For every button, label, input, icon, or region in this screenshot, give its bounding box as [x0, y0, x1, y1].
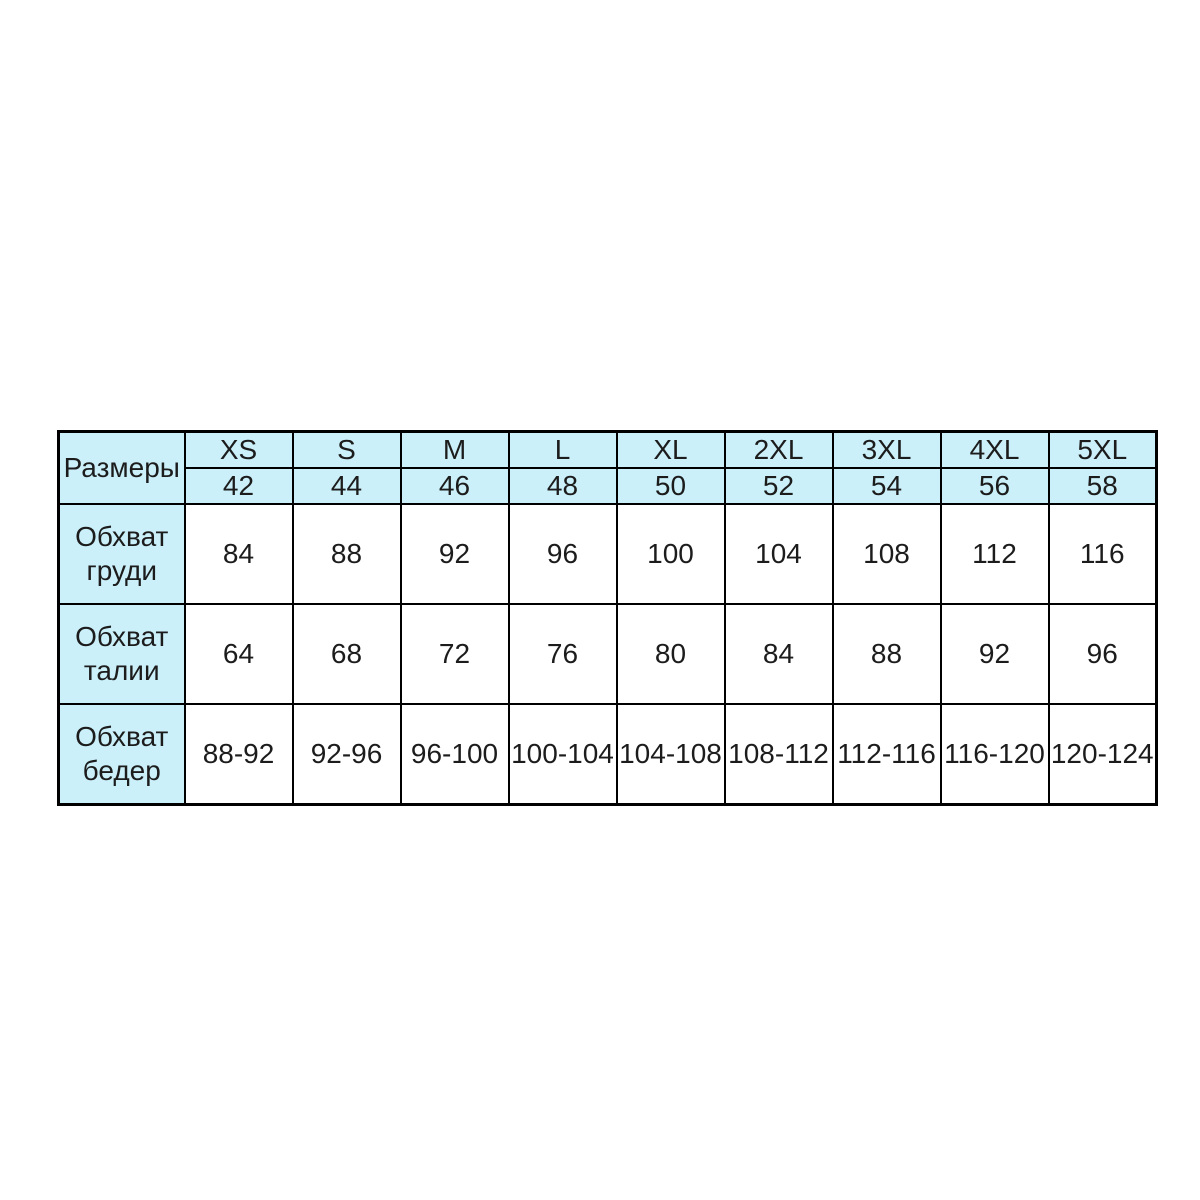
header-row-numbers: 42 44 46 48 50 52 54 56 58 — [59, 467, 1158, 506]
size-number-44: 44 — [291, 467, 402, 506]
waist-value: 68 — [291, 603, 402, 706]
waist-value: 72 — [399, 603, 510, 706]
table-row-chest: Обхват груди 84 88 92 96 100 104 108 112… — [57, 503, 1158, 606]
waist-value: 88 — [831, 603, 942, 706]
chest-value: 88 — [291, 503, 402, 606]
size-header-xl: XL — [615, 430, 726, 470]
size-header-4xl: 4XL — [939, 430, 1050, 470]
size-number-46: 46 — [399, 467, 510, 506]
size-header-l: L — [507, 430, 618, 470]
size-number-48: 48 — [507, 467, 618, 506]
size-header-m: M — [399, 430, 510, 470]
size-number-42: 42 — [183, 467, 294, 506]
size-header-2xl: 2XL — [723, 430, 834, 470]
chest-value: 108 — [831, 503, 942, 606]
size-number-52: 52 — [723, 467, 834, 506]
waist-value: 84 — [723, 603, 834, 706]
header-row-sizes: Размеры XS S M L XL 2XL 3XL 4XL 5XL — [57, 430, 1158, 506]
size-header-5xl: 5XL — [1047, 430, 1158, 470]
chest-value: 112 — [939, 503, 1050, 606]
corner-cell-sizes-label: Размеры — [57, 430, 186, 506]
size-number-50: 50 — [615, 467, 726, 506]
hips-value: 88-92 — [183, 703, 294, 806]
chest-value: 100 — [615, 503, 726, 606]
size-chart-table: Размеры XS S M L XL 2XL 3XL 4XL 5XL 42 4… — [57, 430, 1158, 806]
chest-value: 84 — [183, 503, 294, 606]
hips-value: 108-112 — [723, 703, 834, 806]
size-number-58: 58 — [1047, 467, 1158, 506]
waist-value: 64 — [183, 603, 294, 706]
hips-value: 100-104 — [507, 703, 618, 806]
table-row-waist: Обхват талии 64 68 72 76 80 84 88 92 96 — [57, 603, 1158, 706]
hips-value: 112-116 — [831, 703, 942, 806]
chest-value: 116 — [1047, 503, 1158, 606]
table-row-hips: Обхват бедер 88-92 92-96 96-100 100-104 … — [57, 703, 1158, 806]
row-label-waist: Обхват талии — [57, 603, 186, 706]
hips-value: 116-120 — [939, 703, 1050, 806]
row-label-hips: Обхват бедер — [57, 703, 186, 806]
size-header-3xl: 3XL — [831, 430, 942, 470]
hips-value: 104-108 — [615, 703, 726, 806]
waist-value: 80 — [615, 603, 726, 706]
hips-value: 120-124 — [1047, 703, 1158, 806]
chest-value: 104 — [723, 503, 834, 606]
waist-value: 96 — [1047, 603, 1158, 706]
size-header-xs: XS — [183, 430, 294, 470]
hips-value: 96-100 — [399, 703, 510, 806]
waist-value: 76 — [507, 603, 618, 706]
chest-value: 92 — [399, 503, 510, 606]
waist-value: 92 — [939, 603, 1050, 706]
chest-value: 96 — [507, 503, 618, 606]
row-label-chest: Обхват груди — [57, 503, 186, 606]
size-number-54: 54 — [831, 467, 942, 506]
size-header-s: S — [291, 430, 402, 470]
size-number-56: 56 — [939, 467, 1050, 506]
size-chart: Размеры XS S M L XL 2XL 3XL 4XL 5XL 42 4… — [57, 430, 1158, 806]
hips-value: 92-96 — [291, 703, 402, 806]
